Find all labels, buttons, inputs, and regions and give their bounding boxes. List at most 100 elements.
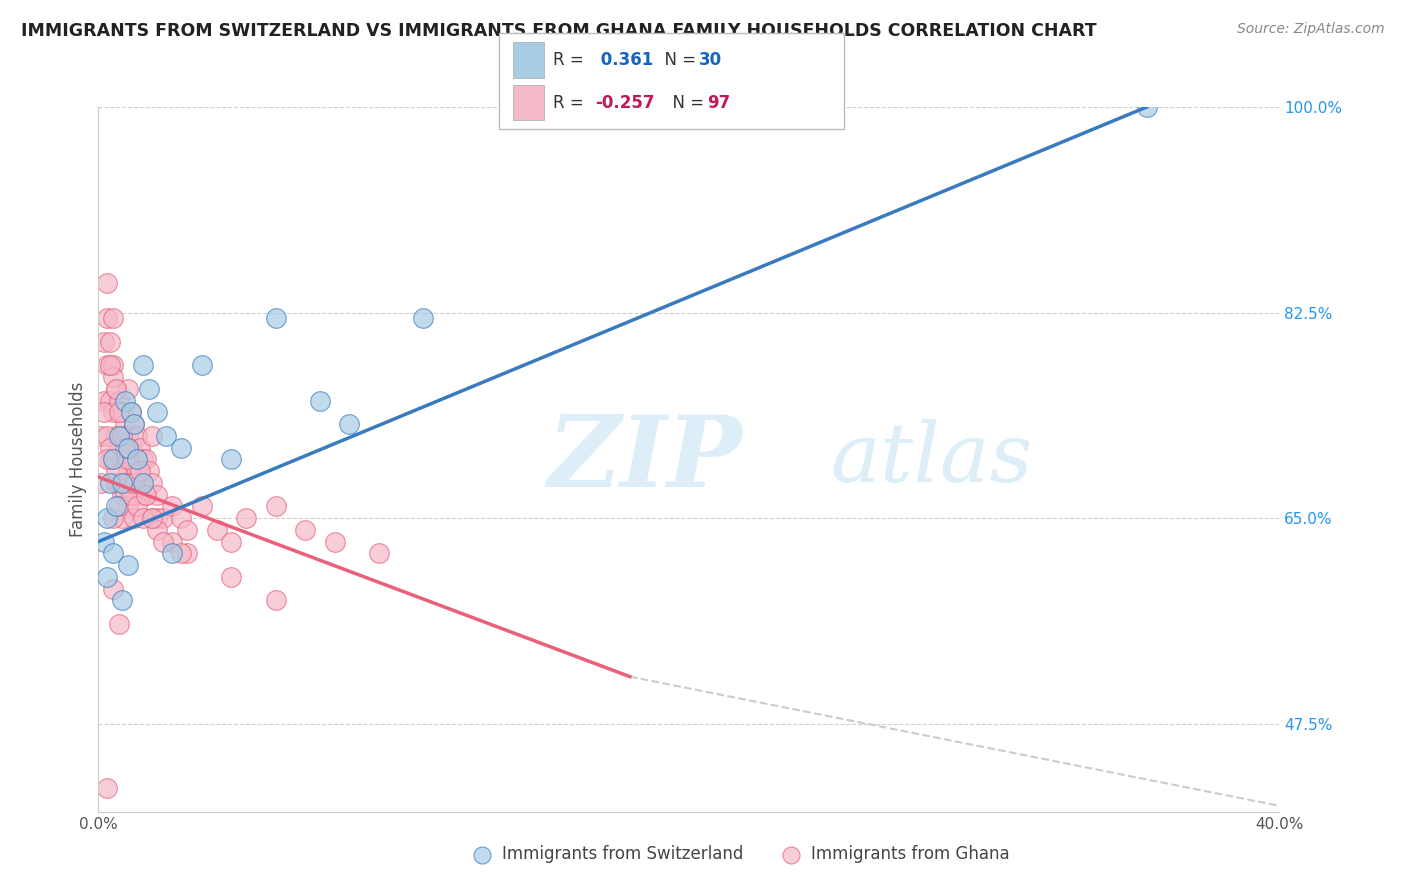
Point	[111, 452, 134, 467]
Point	[105, 475, 128, 490]
Point	[120, 405, 142, 419]
Point	[132, 487, 155, 501]
Point	[135, 487, 157, 501]
Point	[103, 452, 125, 467]
Text: 0.361: 0.361	[595, 51, 652, 69]
Text: -0.257: -0.257	[595, 94, 654, 112]
Point	[120, 487, 142, 501]
Point	[470, 847, 492, 862]
Point	[96, 452, 118, 467]
Point	[141, 511, 163, 525]
Point	[96, 570, 118, 584]
Point	[96, 359, 118, 373]
Point	[108, 500, 131, 514]
Y-axis label: Family Households: Family Households	[69, 382, 87, 537]
Point	[170, 511, 193, 525]
Point	[264, 311, 287, 326]
Point	[93, 534, 115, 549]
Point	[132, 452, 155, 467]
Point	[339, 417, 361, 432]
Point	[114, 441, 136, 455]
Text: R =: R =	[553, 94, 589, 112]
Point	[105, 382, 128, 396]
Point	[146, 523, 169, 537]
Point	[170, 441, 193, 455]
Point	[117, 452, 139, 467]
Point	[103, 311, 125, 326]
Point	[105, 464, 128, 478]
Text: R =: R =	[553, 51, 589, 69]
Point	[105, 500, 128, 514]
Point	[114, 487, 136, 501]
Point	[122, 487, 145, 501]
Point	[1136, 100, 1159, 114]
Point	[111, 511, 134, 525]
Point	[117, 558, 139, 573]
Point	[98, 475, 121, 490]
Text: atlas: atlas	[831, 419, 1033, 500]
Point	[111, 405, 134, 419]
Point	[235, 511, 257, 525]
Point	[117, 464, 139, 478]
Point	[93, 405, 115, 419]
Point	[114, 417, 136, 432]
Point	[108, 616, 131, 631]
Point	[93, 334, 115, 349]
Point	[141, 475, 163, 490]
Point	[105, 382, 128, 396]
Point	[141, 511, 163, 525]
Text: Immigrants from Switzerland: Immigrants from Switzerland	[502, 845, 744, 863]
Point	[98, 441, 121, 455]
Point	[103, 511, 125, 525]
Text: IMMIGRANTS FROM SWITZERLAND VS IMMIGRANTS FROM GHANA FAMILY HOUSEHOLDS CORRELATI: IMMIGRANTS FROM SWITZERLAND VS IMMIGRANT…	[21, 22, 1097, 40]
Point	[135, 452, 157, 467]
Point	[205, 523, 228, 537]
Point	[146, 405, 169, 419]
Point	[176, 546, 198, 560]
Point	[108, 475, 131, 490]
Text: ZIP: ZIP	[547, 411, 742, 508]
Point	[117, 500, 139, 514]
Point	[412, 311, 434, 326]
Point	[264, 593, 287, 607]
Point	[125, 429, 148, 443]
Point	[105, 429, 128, 443]
Point	[98, 393, 121, 408]
Point	[152, 511, 174, 525]
Point	[96, 429, 118, 443]
Point	[103, 452, 125, 467]
Point	[779, 847, 801, 862]
Point	[162, 500, 183, 514]
Point	[191, 359, 214, 373]
Point	[120, 441, 142, 455]
Point	[221, 570, 243, 584]
Point	[103, 405, 125, 419]
Text: N =: N =	[662, 94, 710, 112]
Point	[138, 464, 160, 478]
Point	[162, 534, 183, 549]
Point	[132, 511, 155, 525]
Point	[111, 487, 134, 501]
Point	[98, 359, 121, 373]
Point	[125, 464, 148, 478]
Point	[132, 475, 155, 490]
Point	[221, 452, 243, 467]
Point	[122, 452, 145, 467]
Point	[264, 500, 287, 514]
Point	[294, 523, 316, 537]
Point	[103, 546, 125, 560]
Point	[114, 393, 136, 408]
Point	[114, 475, 136, 490]
Point	[98, 452, 121, 467]
Point	[117, 441, 139, 455]
Point	[122, 475, 145, 490]
Point	[117, 429, 139, 443]
Point	[128, 464, 150, 478]
Point	[125, 452, 148, 467]
Text: Immigrants from Ghana: Immigrants from Ghana	[811, 845, 1010, 863]
Point	[368, 546, 391, 560]
Text: 97: 97	[707, 94, 731, 112]
Point	[117, 475, 139, 490]
Point	[122, 417, 145, 432]
Point	[108, 441, 131, 455]
